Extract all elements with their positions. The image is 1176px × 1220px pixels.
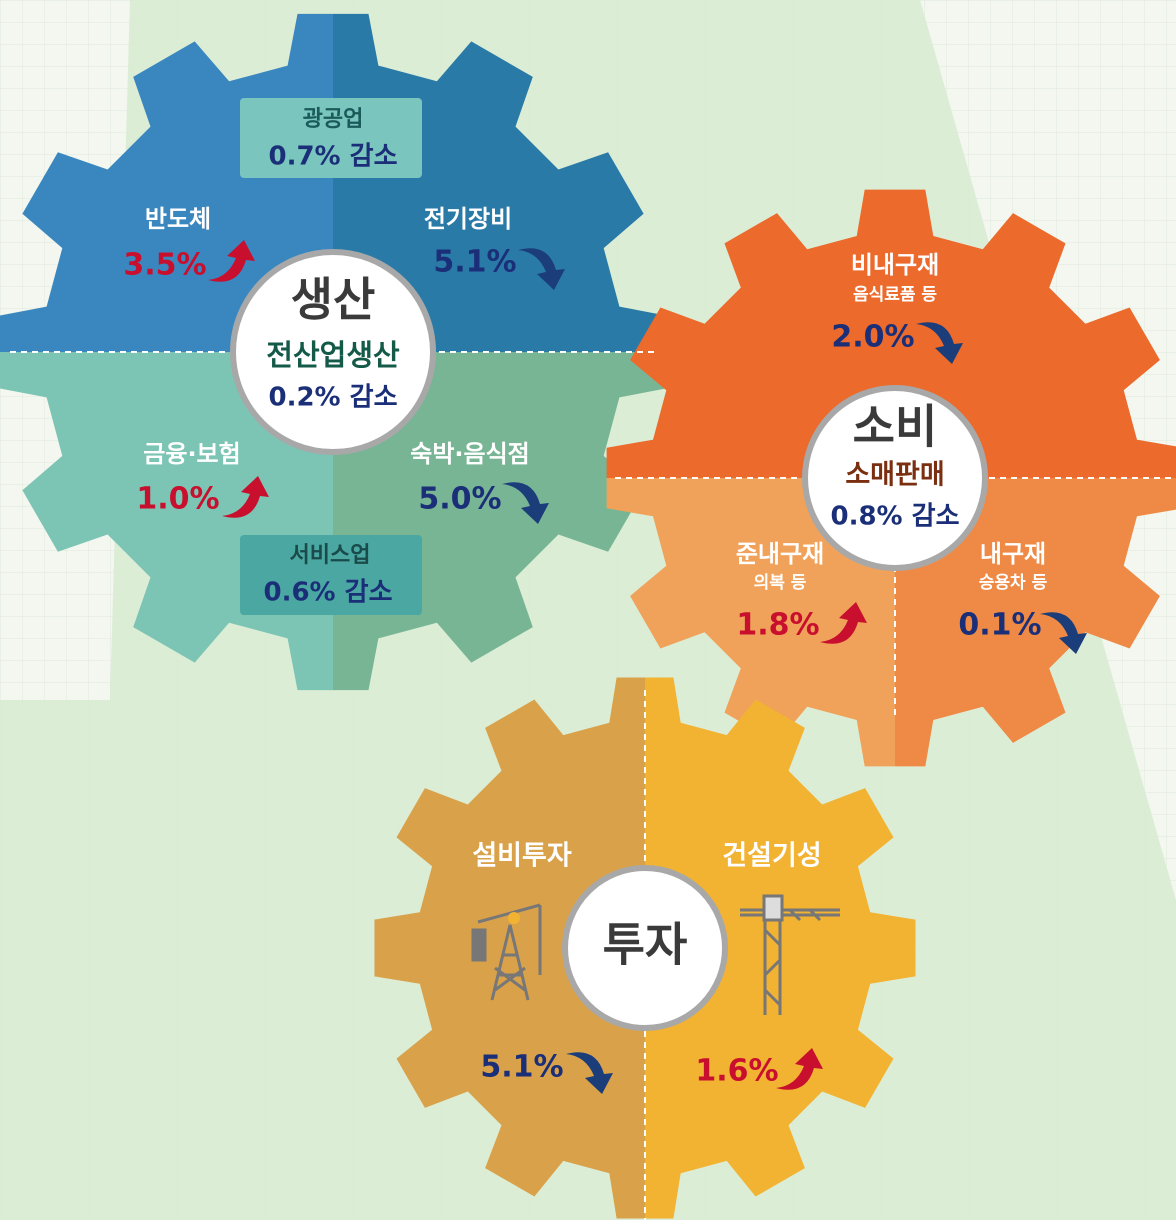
- value: 1.8%: [736, 608, 819, 643]
- sublabel: 의복 등: [754, 573, 807, 593]
- title: 생산: [291, 273, 376, 327]
- label: 서비스업: [290, 543, 371, 568]
- value: 0.1%: [958, 608, 1041, 643]
- label: 비내구재: [851, 251, 939, 279]
- value: 0.7% 감소: [268, 142, 397, 172]
- label: 광공업: [303, 107, 364, 132]
- label: 건설기성: [722, 841, 821, 872]
- label: 숙박·음식점: [410, 440, 530, 468]
- label: 반도체: [145, 205, 211, 233]
- value: 1.6%: [695, 1054, 778, 1089]
- title: 투자: [603, 918, 688, 972]
- center-value: 0.8% 감소: [830, 502, 959, 532]
- center-value: 0.2% 감소: [268, 383, 397, 413]
- label: 준내구재: [736, 540, 824, 568]
- value: 1.0%: [136, 482, 219, 517]
- title: 소비: [853, 400, 938, 454]
- value: 5.0%: [418, 482, 501, 517]
- value: 5.1%: [480, 1050, 563, 1085]
- value: 5.1%: [433, 245, 516, 280]
- sublabel: 승용차 등: [979, 573, 1048, 593]
- sublabel: 음식료품 등: [853, 285, 937, 305]
- center-label: 소매판매: [845, 460, 944, 491]
- label: 금융·보험: [143, 440, 240, 468]
- value: 0.6% 감소: [263, 578, 392, 608]
- infographic: 광공업 0.7% 감소 서비스업 0.6% 감소 생산 전산업생산 0.2% 감…: [0, 0, 1176, 1220]
- label: 내구재: [980, 540, 1046, 568]
- label: 전기장비: [424, 205, 512, 233]
- center-label: 전산업생산: [266, 338, 400, 372]
- value: 2.0%: [831, 320, 914, 355]
- value: 3.5%: [123, 248, 206, 283]
- label: 설비투자: [472, 841, 572, 872]
